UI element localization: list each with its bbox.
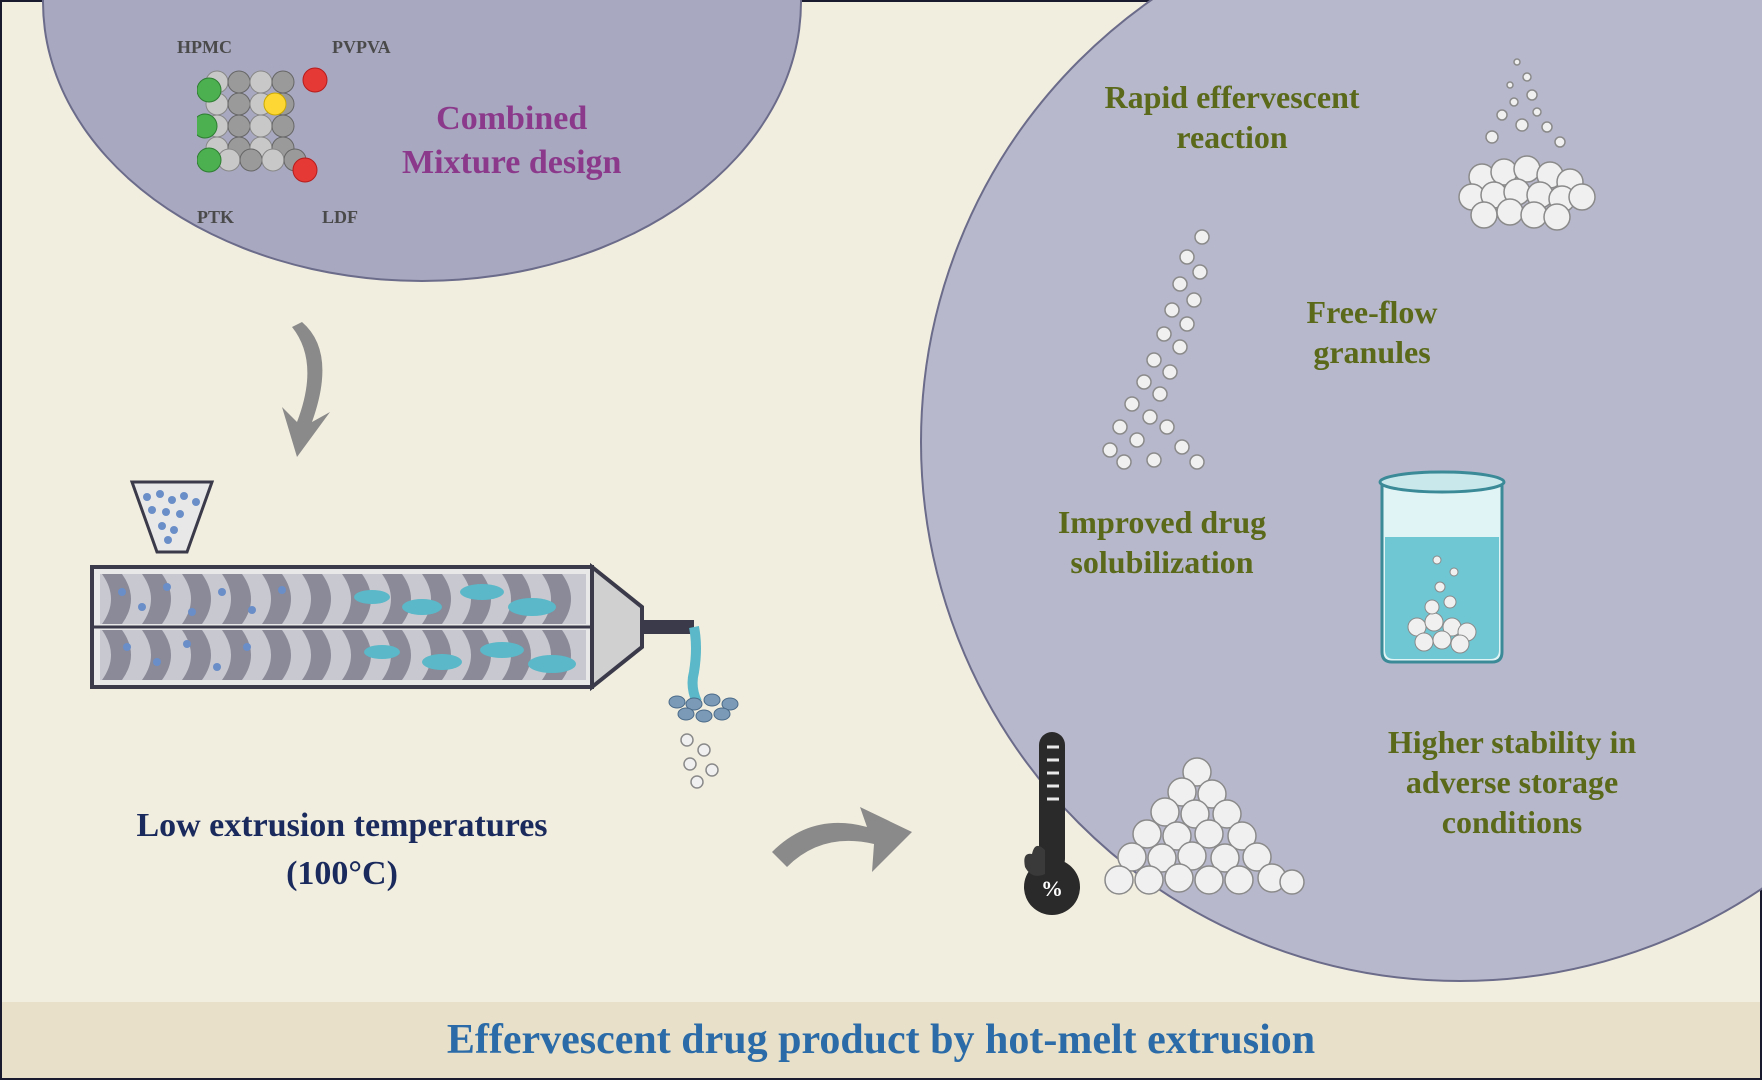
benefit-solubilization: Improved drug solubilization [1022, 502, 1302, 582]
extruder-label: Low extrusion temperatures (100°C) [112, 802, 572, 897]
combined-mixture-title: Combined Mixture design [402, 97, 621, 185]
bottom-bar: Effervescent drug product by hot-melt ex… [2, 1002, 1760, 1078]
extruder-icon [72, 472, 752, 792]
benefit-freeflow: Free-flow granules [1272, 292, 1472, 372]
title-line: Mixture design [402, 144, 621, 181]
arrow-right-icon [762, 782, 922, 912]
label-pvpva: PVPVA [332, 37, 391, 58]
label-line: Low extrusion temperatures [136, 807, 547, 844]
stable-granules-icon [1087, 742, 1317, 912]
bottom-title: Effervescent drug product by hot-melt ex… [447, 1016, 1315, 1064]
label-hpmc: HPMC [177, 37, 232, 58]
benefit-rapid: Rapid effervescent reaction [1062, 77, 1402, 157]
granules-flow-icon [1072, 222, 1252, 482]
svg-text:%: % [1041, 876, 1063, 901]
molecule-icon [197, 62, 347, 212]
benefit-stability: Higher stability in adverse storage cond… [1332, 722, 1692, 842]
thermometer-icon: % [1017, 722, 1087, 922]
effervescent-icon [1422, 47, 1622, 237]
title-line: Combined [436, 100, 587, 137]
beaker-icon [1362, 462, 1522, 672]
arrow-down-icon [242, 312, 362, 472]
label-line: (100°C) [286, 855, 398, 892]
